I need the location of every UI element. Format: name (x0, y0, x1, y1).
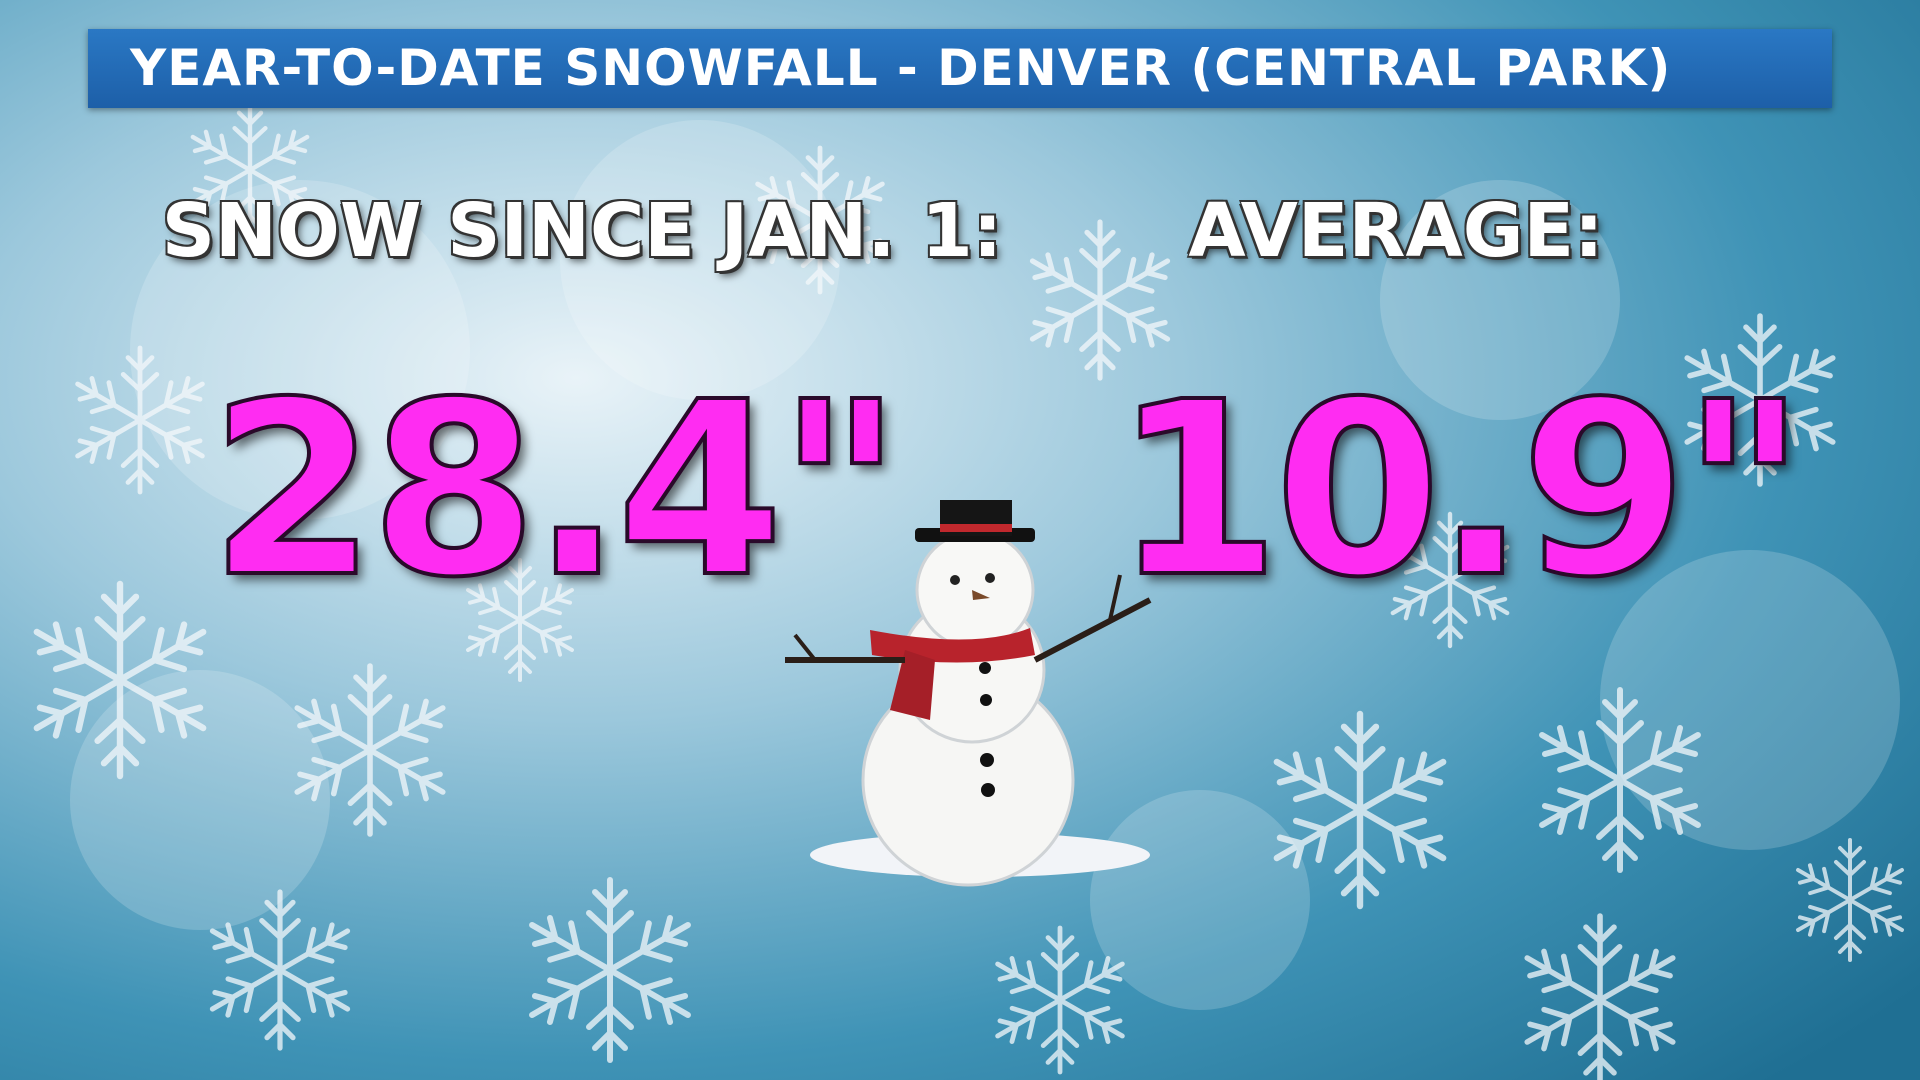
title: YEAR-TO-DATE SNOWFALL - DENVER (CENTRAL … (130, 39, 1672, 97)
stat-value: 10.9" (1111, 350, 1808, 630)
snowman (785, 500, 1152, 887)
stat-label: AVERAGE: (1188, 188, 1604, 274)
title-bar: YEAR-TO-DATE SNOWFALL - DENVER (CENTRAL … (88, 29, 1832, 108)
stat-label: SNOW SINCE JAN. 1: (161, 188, 1003, 274)
stat-value: 28.4" (207, 350, 904, 630)
